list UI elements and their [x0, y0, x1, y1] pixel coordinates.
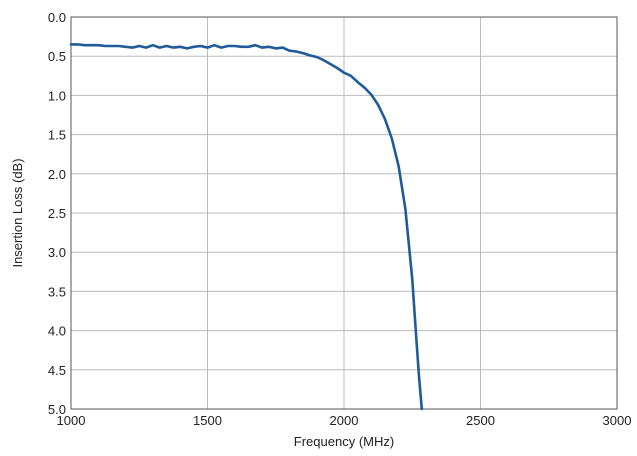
- x-tick-labels: 1000 1500 2000 2500 3000: [57, 413, 632, 428]
- grid: [71, 17, 617, 409]
- series-line: [69, 43, 424, 411]
- x-tick-label: 1000: [57, 413, 86, 428]
- x-axis-label: Frequency (MHz): [294, 434, 394, 449]
- y-tick-label: 4.0: [48, 324, 66, 339]
- y-tick-label: 5.0: [48, 402, 66, 417]
- x-tick-label: 2000: [330, 413, 359, 428]
- y-tick-label: 2.5: [48, 206, 66, 221]
- y-tick-label: 4.5: [48, 363, 66, 378]
- y-tick-label: 2.0: [48, 167, 66, 182]
- x-tick-label: 1500: [193, 413, 222, 428]
- x-tick-label: 2500: [466, 413, 495, 428]
- y-tick-label: 1.5: [48, 128, 66, 143]
- y-tick-labels: 0.0 0.5 1.0 1.5 2.0 2.5 3.0 3.5 4.0 4.5 5.0: [48, 10, 66, 417]
- y-axis-label: Insertion Loss (dB): [10, 158, 25, 267]
- y-tick-label: 1.0: [48, 88, 66, 103]
- y-tick-label: 0.0: [48, 10, 66, 25]
- plot-frame: [70, 16, 618, 410]
- x-tick-label: 3000: [603, 413, 632, 428]
- y-tick-label: 3.0: [48, 245, 66, 260]
- y-tick-label: 3.5: [48, 284, 66, 299]
- y-tick-label: 0.5: [48, 49, 66, 64]
